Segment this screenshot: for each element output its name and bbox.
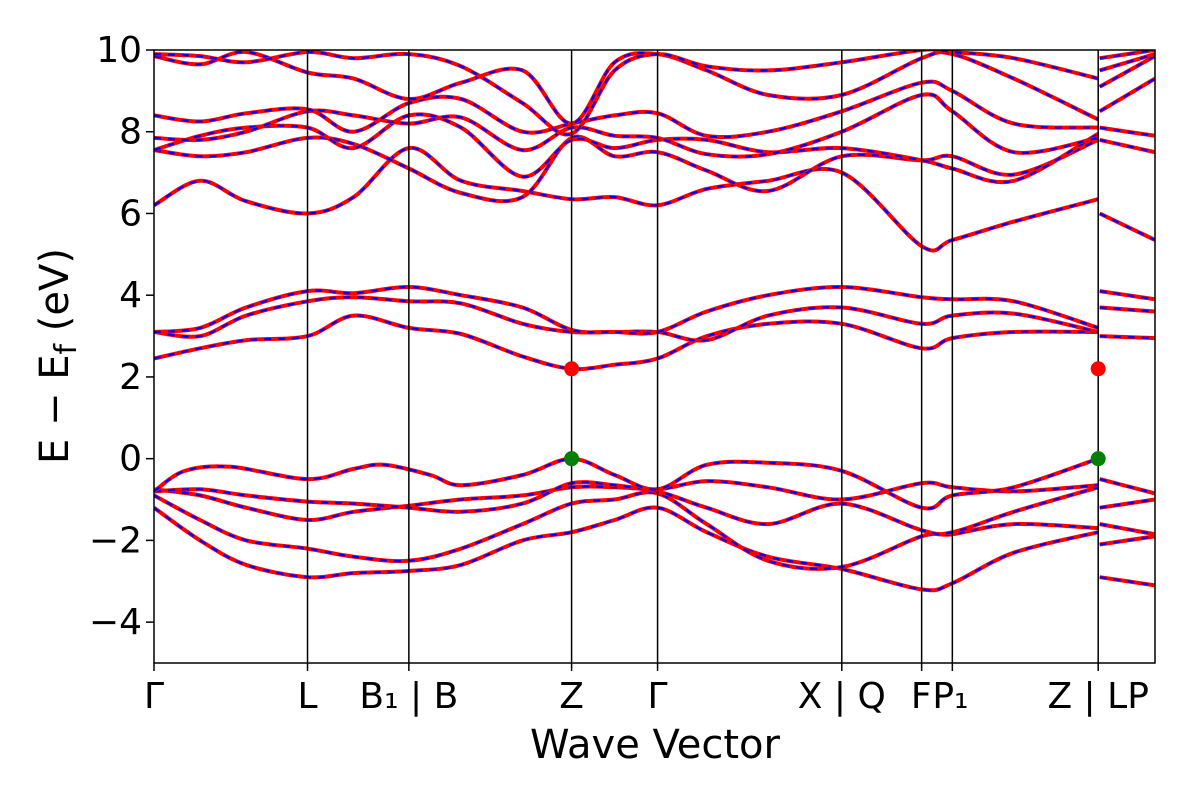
band-10 [154,134,1155,204]
y-tick-label-3: 0 [119,439,142,480]
band-10-overlay-2 [1099,138,1155,154]
y-tick-label-2: −2 [89,520,142,561]
y-axis-label: E − Ef (eV) [32,248,84,464]
band-6-segment-1 [154,313,1099,372]
band-edge-markers [564,361,1106,467]
y-tick-label-1: −4 [89,602,142,643]
band-15-overlay-2 [1099,50,1155,60]
kpoint-lines [306,50,1099,663]
band-6 [154,313,1155,372]
y-tick-label-4: 2 [119,357,142,398]
band-13 [154,54,1155,140]
band-4-overlay-2 [1099,498,1155,509]
y-tick-label-6: 6 [119,193,142,234]
band-9-overlay-1 [154,146,1099,252]
x-tick-label-1: Γ [144,676,164,717]
x-tick-label-8: P₁ [932,676,968,717]
band-11-overlay-2 [1099,126,1155,137]
band-3-overlay-2 [1099,523,1155,536]
y-tick-label-7: 8 [119,112,142,153]
band-8-overlay-2 [1099,290,1155,301]
x-tick-label-6: X | Q [798,676,886,717]
band-13-overlay-2 [1099,55,1155,88]
band-14-overlay-2 [1099,53,1155,72]
y-axis-ticks: −4 −2 0 2 4 6 8 10 [89,30,154,643]
y-tick-label-8: 10 [96,30,142,71]
band-8-segment-1 [154,284,1099,336]
band-12-overlay-2 [1099,77,1155,113]
cbm-marker-1 [564,361,580,377]
y-axis-label-main: E − E [32,354,78,464]
x-axis-label: Wave Vector [530,722,781,768]
band-7-overlay-2 [1099,306,1155,313]
x-tick-label-9: Z | LP [1047,676,1148,717]
y-tick-label-5: 4 [119,275,142,316]
band-11-segment-1 [154,112,1100,185]
x-tick-label-4: Z [559,676,584,717]
band-5-overlay-2 [1099,478,1155,495]
band-9-overlay-2 [1099,212,1155,241]
y-axis-label-unit: (eV) [32,248,78,344]
y-axis-label-subscript: f [49,342,84,354]
band-9 [154,146,1155,253]
vbm-marker-4 [1090,451,1106,467]
band-6-overlay-1 [154,314,1099,371]
plot-frame [153,49,1156,664]
x-tick-label-3: B₁ | B [359,676,458,717]
band-13-overlay-1 [154,80,1099,139]
bands-layer [154,50,1155,593]
band-6-overlay-2 [1099,335,1155,340]
cbm-marker-2 [1090,361,1106,377]
x-tick-label-5: Γ [648,676,668,717]
band-12 [154,76,1155,159]
x-tick-label-2: L [297,676,317,717]
vbm-marker-3 [564,451,580,467]
x-tick-label-7: F [911,676,932,717]
band-1-overlay-2 [1099,576,1155,587]
band-2-overlay-2 [1099,535,1155,546]
band-8 [154,284,1155,336]
band-12-overlay-1 [154,93,1099,158]
x-axis-ticks: Γ L B₁ | B Z Γ X | Q F P₁ Z | LP [144,663,1149,717]
